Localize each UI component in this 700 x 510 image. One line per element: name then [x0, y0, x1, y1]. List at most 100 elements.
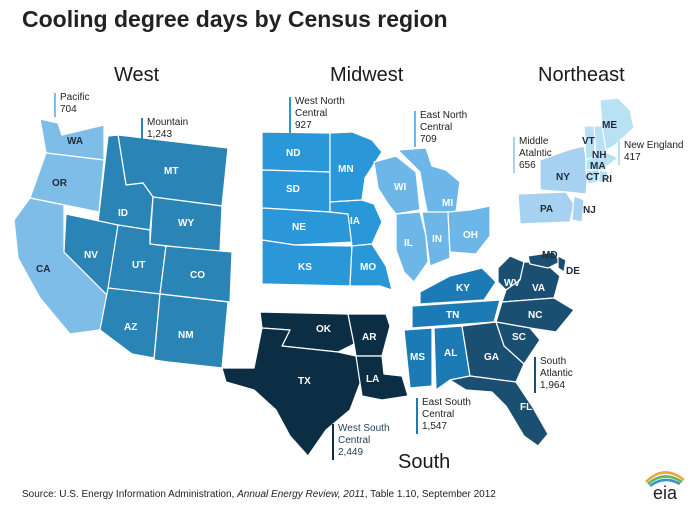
division-pacific[interactable]: [13, 118, 109, 335]
source-note: Source: U.S. Energy Information Administ…: [22, 489, 496, 500]
state-abbr-ny: NY: [556, 172, 570, 183]
callout-name: East North Central: [420, 110, 468, 133]
state-abbr-sc: SC: [512, 332, 526, 343]
state-shape-mi[interactable]: [397, 147, 461, 217]
state-shape-nm[interactable]: [153, 293, 229, 369]
state-abbr-fl: FL: [520, 402, 532, 413]
state-abbr-ma: MA: [590, 161, 606, 172]
state-abbr-vt: VT: [582, 136, 595, 147]
callout-value: 2,449: [338, 447, 364, 458]
eia-logo: eia: [645, 471, 685, 502]
division-west-south-central[interactable]: [221, 311, 409, 457]
division-east-north-central[interactable]: [373, 147, 491, 283]
callout-mountain: Mountain 1,243: [141, 117, 189, 142]
state-shape-mo[interactable]: [349, 243, 393, 291]
state-abbr-mo: MO: [360, 262, 376, 273]
state-abbr-co: CO: [190, 270, 205, 281]
callout-west-south-central: West South Central 2,449: [332, 423, 404, 460]
state-abbr-md: MD: [542, 250, 558, 261]
callout-south-atlantic: South Atlantic 1,964: [534, 356, 588, 393]
state-abbr-wi: WI: [394, 182, 406, 193]
state-abbr-wa: WA: [67, 136, 83, 147]
callout-name: Mountain: [147, 117, 189, 128]
state-abbr-wy: WY: [178, 218, 194, 229]
logo-arc-blue: [649, 478, 681, 488]
callout-value: 704: [60, 104, 77, 115]
state-shape-de[interactable]: [557, 255, 567, 273]
state-abbr-mn: MN: [338, 164, 354, 175]
callout-name: South Atlantic: [540, 356, 573, 379]
state-abbr-ia: IA: [350, 216, 360, 227]
state-abbr-nm: NM: [178, 330, 194, 341]
state-abbr-ct: CT: [586, 172, 599, 183]
state-abbr-ri: RI: [602, 174, 612, 185]
state-abbr-ut: UT: [132, 260, 145, 271]
state-abbr-va: VA: [532, 283, 545, 294]
state-abbr-ne: NE: [292, 222, 306, 233]
callout-name: Middle Atalntic: [519, 136, 552, 159]
state-shape-il[interactable]: [395, 211, 429, 283]
callout-bar: [416, 398, 418, 434]
state-abbr-mt: MT: [164, 166, 178, 177]
state-abbr-la: LA: [366, 374, 379, 385]
state-abbr-ar: AR: [362, 332, 377, 343]
page-title: Cooling degree days by Census region: [22, 6, 448, 32]
state-abbr-id: ID: [118, 208, 128, 219]
state-shape-ca[interactable]: [13, 197, 109, 335]
callout-name: Pacific: [60, 92, 90, 103]
division-mountain[interactable]: [63, 134, 233, 369]
callout-value: 927: [295, 120, 312, 131]
callout-bar: [414, 111, 416, 147]
callout-value: 709: [420, 134, 437, 145]
state-abbr-ky: KY: [456, 283, 470, 294]
callout-value: 1,964: [540, 380, 566, 391]
state-shape-ny[interactable]: [539, 145, 589, 195]
state-abbr-nh: NH: [592, 150, 606, 161]
region-label-south: South: [398, 451, 451, 473]
callout-east-north-central: East North Central 709: [414, 110, 482, 147]
state-abbr-al: AL: [444, 348, 457, 359]
state-shape-in[interactable]: [421, 211, 451, 267]
state-abbr-ok: OK: [316, 324, 332, 335]
state-shape-me[interactable]: [599, 97, 635, 151]
state-abbr-or: OR: [52, 178, 68, 189]
division-middle-atlantic[interactable]: [517, 145, 589, 225]
state-shape-ky[interactable]: [419, 267, 497, 305]
callout-bar: [289, 97, 291, 133]
state-shape-tx[interactable]: [221, 327, 363, 457]
state-shape-az[interactable]: [99, 287, 161, 359]
state-shape-ri[interactable]: [597, 169, 609, 183]
state-abbr-il: IL: [404, 238, 413, 249]
state-shape-md[interactable]: [527, 251, 561, 269]
state-abbr-nc: NC: [528, 310, 542, 321]
callout-bar: [332, 424, 334, 460]
state-shape-co[interactable]: [159, 245, 233, 303]
division-east-south-central[interactable]: [403, 267, 501, 391]
state-shape-oh[interactable]: [447, 205, 491, 255]
callout-bar: [141, 118, 143, 142]
division-west-north-central[interactable]: [261, 131, 393, 291]
callout-name: New England: [624, 140, 684, 151]
callout-bar: [534, 357, 536, 393]
state-shape-la[interactable]: [355, 355, 409, 401]
division-new-england[interactable]: [583, 97, 635, 185]
callout-middle-atlantic: Middle Atalntic 656: [513, 136, 569, 173]
state-abbr-sd: SD: [286, 184, 300, 195]
callout-bar: [618, 141, 620, 165]
callout-bar: [54, 93, 56, 117]
state-shape-nj[interactable]: [571, 195, 585, 223]
callout-pacific: Pacific 704: [54, 92, 90, 117]
logo-arc-orange: [645, 471, 685, 483]
state-shape-fl[interactable]: [449, 375, 549, 447]
division-south-atlantic[interactable]: [449, 251, 575, 447]
callout-value: 417: [624, 152, 641, 163]
region-label-midwest: Midwest: [330, 64, 404, 86]
source-prefix: Source: U.S. Energy Information Administ…: [22, 489, 238, 500]
state-shape-ms[interactable]: [403, 327, 433, 389]
state-abbr-az: AZ: [124, 322, 137, 333]
logo-arc-green: [647, 475, 683, 485]
state-shape-wi[interactable]: [373, 155, 421, 215]
state-shape-ma[interactable]: [585, 151, 619, 171]
source-suffix: , Table 1.10, September 2012: [364, 489, 496, 500]
